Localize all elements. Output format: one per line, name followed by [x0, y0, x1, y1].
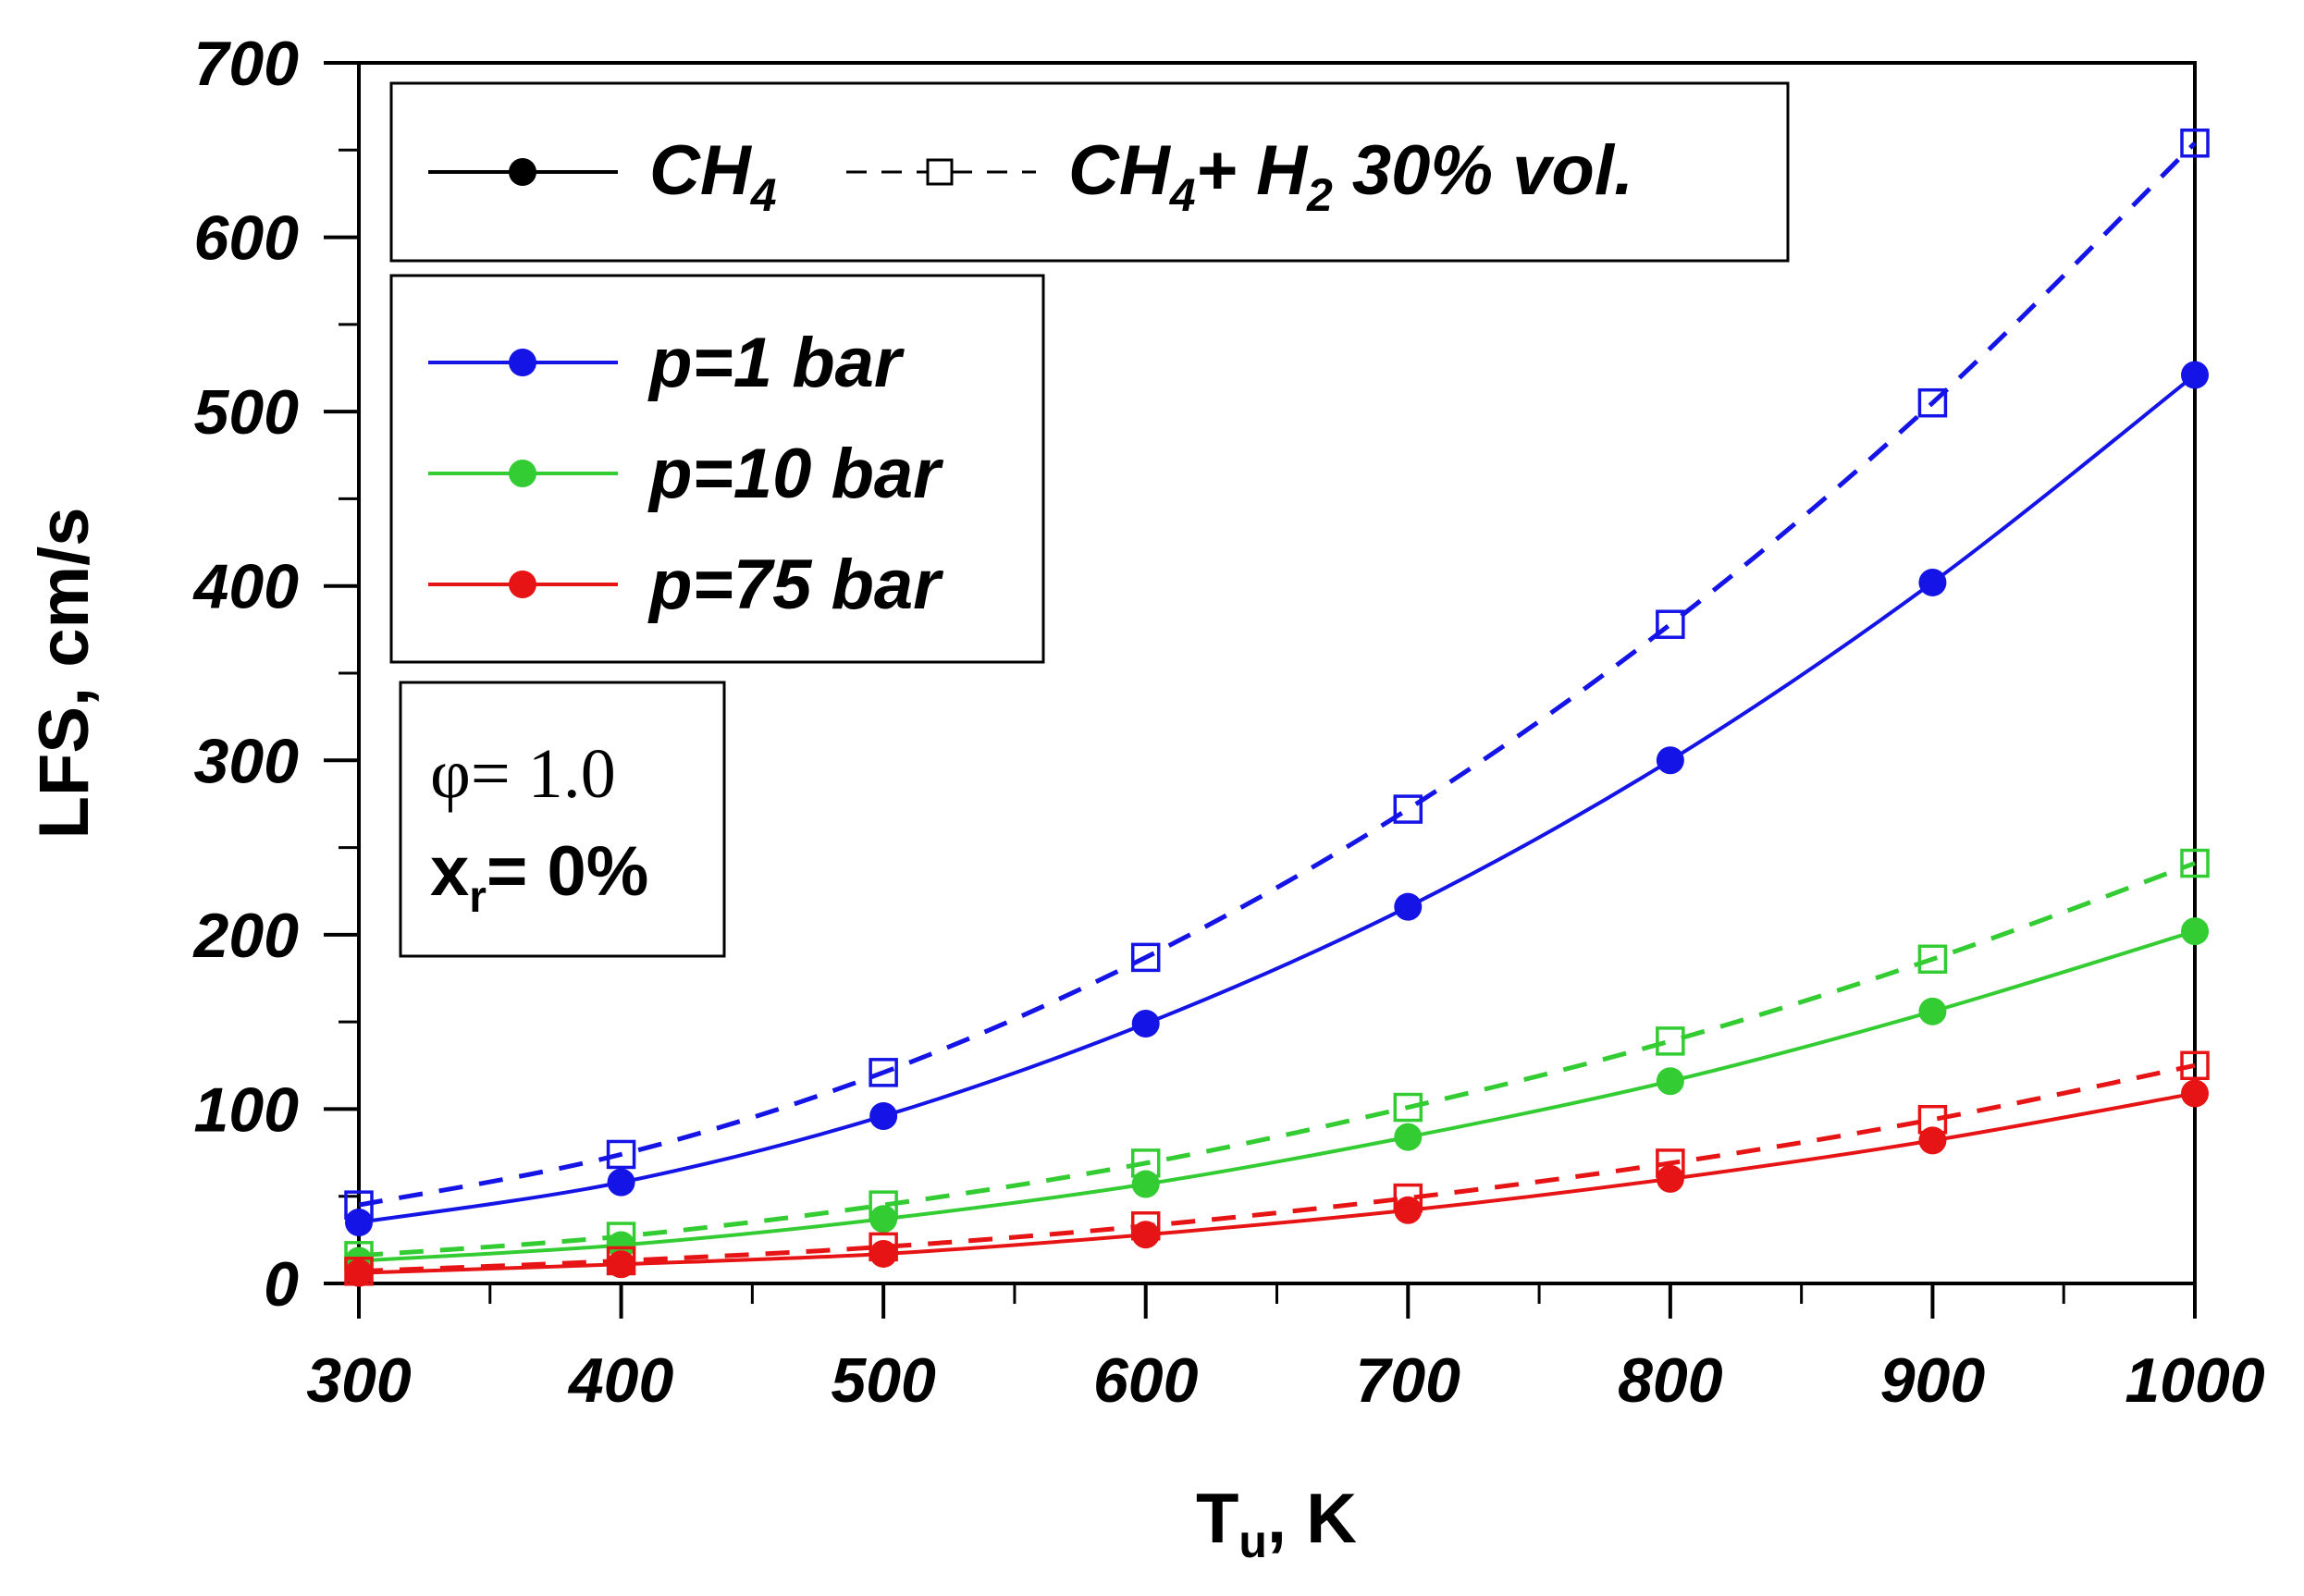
series-p-75-bar-ch4-h2-30-vol- [344, 1050, 2210, 1286]
legend-pressure-marker [509, 571, 536, 598]
data-point [1393, 1092, 1423, 1123]
y-tick-label: 100 [194, 1074, 300, 1145]
y-tick-label: 500 [194, 377, 300, 448]
x-axis-title-main: T [1196, 1479, 1238, 1558]
y-tick-label: 0 [264, 1249, 299, 1320]
x-tick-label: 500 [831, 1345, 936, 1416]
legend-dashed-label: CH4+ H2 30% vol. [1068, 131, 1633, 221]
data-point [869, 1190, 898, 1220]
data-point [1130, 1148, 1161, 1178]
data-point [869, 1058, 898, 1087]
series-p-10-bar-ch4-h2-30-vol- [344, 848, 2210, 1271]
data-point [1656, 1026, 1685, 1056]
annotation-frame [399, 681, 726, 958]
data-point [1918, 997, 1947, 1025]
data-point [1917, 944, 1948, 975]
data-point [869, 1232, 898, 1262]
data-point [1130, 942, 1161, 973]
annotation-phi: φ= 1.0 [430, 735, 616, 813]
data-point [2181, 917, 2209, 946]
annotation-xr: xr= 0% [430, 832, 648, 922]
y-tick-label: 700 [194, 29, 300, 99]
data-point [2181, 1079, 2209, 1108]
legend-pressure-marker [509, 349, 536, 376]
x-tick-label: 900 [1880, 1345, 1986, 1416]
y-tick-label: 400 [192, 552, 300, 622]
x-axis-title-sub: u [1238, 1516, 1267, 1567]
legend-pressure-box [389, 274, 1045, 664]
data-point [1656, 746, 1684, 775]
x-tick-label: 600 [1093, 1345, 1199, 1416]
series-layer [344, 128, 2210, 1287]
legend-pressure-label: p=1 bar [647, 324, 906, 402]
data-point [345, 1258, 373, 1287]
legend-pressure: p=1 bar p=10 bar p=75 bar [389, 274, 1045, 664]
x-axis-title: Tu, K [1196, 1479, 1357, 1567]
data-point [607, 1168, 635, 1197]
data-point [1656, 609, 1685, 639]
legend-dashed-marker [926, 158, 954, 186]
data-point [344, 1190, 374, 1220]
x-axis-title-rest: , K [1267, 1479, 1357, 1558]
data-point [345, 1209, 373, 1236]
x-tick-label: 800 [1618, 1345, 1723, 1416]
data-point [606, 1139, 636, 1170]
series-line [358, 929, 2196, 1263]
data-point [2181, 361, 2209, 389]
data-point [2180, 1050, 2210, 1081]
data-point [1656, 1148, 1685, 1178]
data-point [2180, 128, 2210, 158]
series-p-1-bar-ch4-h2-30-vol- [344, 128, 2210, 1220]
data-point [2180, 848, 2210, 878]
data-point [606, 1246, 636, 1276]
annotation-box: φ= 1.0 xr= 0% [399, 681, 726, 958]
data-point [1393, 794, 1423, 824]
legend-pressure-label: p=75 bar [647, 546, 944, 624]
series-p-1-bar-ch4 [345, 361, 2209, 1236]
x-tick-label: 700 [1356, 1345, 1461, 1416]
series-line [358, 373, 2197, 1224]
legend-pressure-marker [509, 460, 536, 487]
legend-solid-marker [509, 158, 536, 186]
data-point [1393, 1183, 1423, 1213]
data-point [1917, 1104, 1948, 1135]
y-axis: 0 100 200 300 400 500 600 700 [192, 29, 359, 1320]
x-tick-label: 400 [567, 1345, 674, 1416]
data-point [869, 1101, 898, 1130]
data-point [1918, 568, 1947, 596]
data-point [1131, 1170, 1160, 1198]
y-tick-label: 300 [194, 726, 300, 796]
data-point [1394, 892, 1423, 921]
series-line [358, 1091, 2196, 1275]
data-point [607, 1250, 635, 1279]
data-point [1394, 1123, 1423, 1151]
series-line [358, 1062, 2196, 1274]
y-tick-label: 200 [192, 901, 300, 971]
legend-solid-label: CH4 [649, 131, 777, 221]
legend-pressure-label: p=10 bar [647, 435, 944, 513]
x-tick-label: 300 [306, 1345, 412, 1416]
y-tick-label: 600 [194, 203, 300, 274]
legend-fuel: CH4 CH4+ H2 30% vol. [389, 81, 1790, 263]
legend-fuel-box [389, 81, 1790, 263]
data-point [1918, 1126, 1947, 1155]
series-line [358, 141, 2197, 1208]
data-point [1656, 1067, 1684, 1096]
data-point [1917, 387, 1948, 418]
x-axis: 300 400 500 600 700 800 900 1000 [306, 1283, 2265, 1416]
series-line [358, 861, 2196, 1258]
data-point [1131, 1010, 1160, 1038]
data-point [1130, 1211, 1161, 1241]
data-point [344, 1257, 374, 1286]
x-tick-label: 1000 [2125, 1345, 2264, 1416]
data-point [1656, 1164, 1684, 1193]
y-axis-title: LFS, cm/s [25, 508, 104, 840]
